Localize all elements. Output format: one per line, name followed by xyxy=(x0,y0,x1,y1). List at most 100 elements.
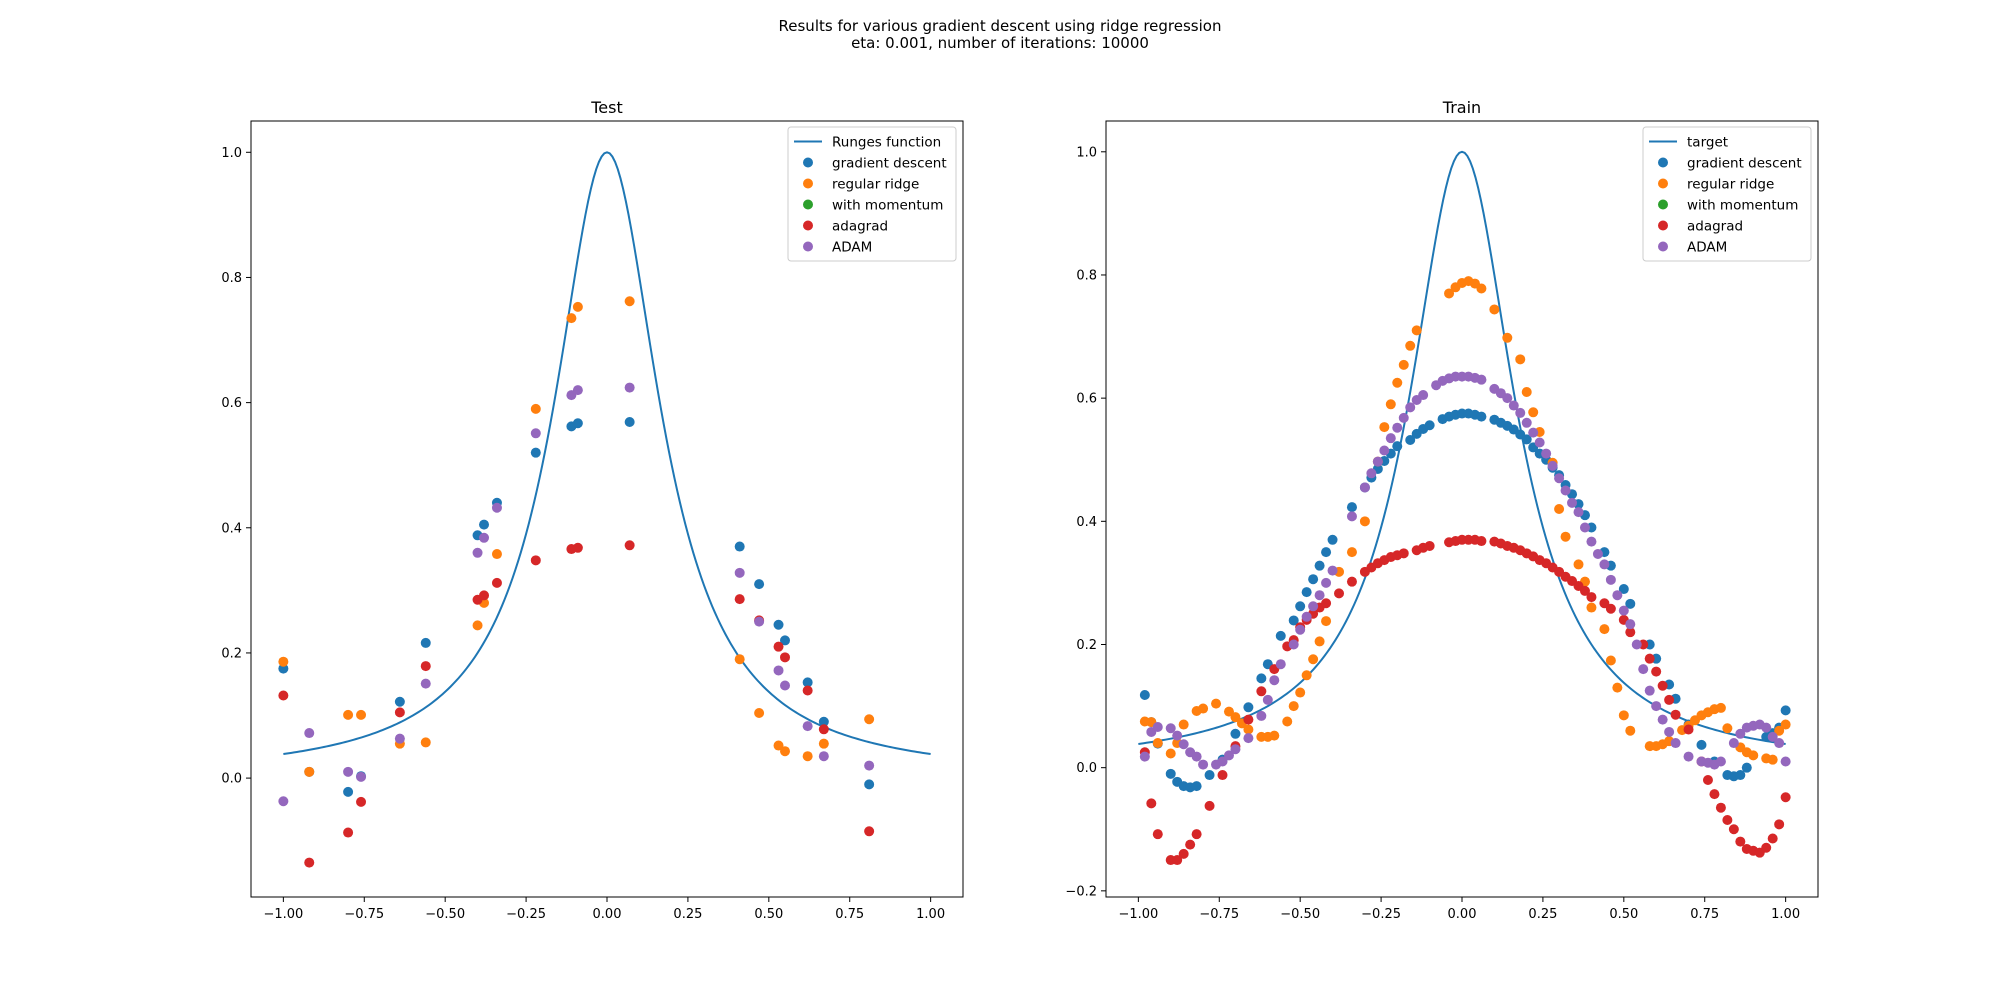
data-point xyxy=(1664,694,1675,705)
test-chart: Test −1.00 −0.75 −0.50 −0.25 0.00 0.25 0.50 0.75… xyxy=(221,98,964,922)
x-tick-label: −0.50 xyxy=(1280,907,1320,922)
data-point xyxy=(864,826,875,837)
data-point xyxy=(1541,448,1552,459)
data-point xyxy=(278,690,289,701)
data-point xyxy=(1528,427,1539,438)
x-tick-label: −0.75 xyxy=(344,907,384,922)
data-point xyxy=(1379,445,1390,456)
data-point xyxy=(773,641,784,652)
data-point xyxy=(1515,407,1526,418)
data-point xyxy=(1728,738,1739,749)
data-point xyxy=(394,733,405,744)
data-point xyxy=(1211,698,1222,709)
data-point xyxy=(734,654,745,665)
data-point xyxy=(1599,624,1610,635)
legend-label: adagrad xyxy=(1687,219,1743,235)
y-tick-label: 0.4 xyxy=(1076,515,1097,530)
x-tick-label: 0.75 xyxy=(835,907,864,922)
data-point xyxy=(1599,559,1610,570)
data-point xyxy=(1230,744,1241,755)
data-point xyxy=(1269,730,1280,741)
data-point xyxy=(1295,687,1306,698)
data-point xyxy=(1657,680,1668,691)
data-point xyxy=(1534,437,1545,448)
data-point xyxy=(1748,750,1759,761)
legend-label: regular ridge xyxy=(832,177,919,193)
data-point xyxy=(1476,536,1487,547)
data-point xyxy=(343,786,354,797)
data-point xyxy=(1217,770,1228,781)
series-adagrad xyxy=(278,540,875,868)
legend-label: Runges function xyxy=(832,135,941,151)
data-point xyxy=(1191,751,1202,762)
data-point xyxy=(1152,738,1163,749)
data-point xyxy=(304,857,315,868)
data-point xyxy=(1722,723,1733,734)
x-tick-label: 0.00 xyxy=(1448,907,1477,922)
y-tick-label: −0.2 xyxy=(1065,884,1097,899)
data-point xyxy=(491,549,502,560)
data-point xyxy=(1592,548,1603,559)
data-point xyxy=(1521,417,1532,428)
axes-title: Train xyxy=(1442,98,1481,117)
data-point xyxy=(802,721,813,732)
legend: target gradient descent regular ridge with … xyxy=(1642,126,1812,262)
data-point xyxy=(1599,598,1610,609)
data-point xyxy=(1295,601,1306,612)
legend-label: ADAM xyxy=(832,240,872,256)
data-point xyxy=(420,637,431,648)
y-tick-label: 0.0 xyxy=(221,772,242,787)
x-tick-label: 1.00 xyxy=(1771,907,1800,922)
data-point xyxy=(1152,722,1163,733)
data-point xyxy=(1288,615,1299,626)
data-point xyxy=(278,663,289,674)
data-point xyxy=(1644,653,1655,664)
data-point xyxy=(1735,728,1746,739)
data-point xyxy=(1301,611,1312,622)
data-point xyxy=(1670,738,1681,749)
data-point xyxy=(479,590,490,601)
y-tick-label: 0.2 xyxy=(221,646,242,661)
data-point xyxy=(1767,731,1778,742)
data-point xyxy=(1172,730,1183,741)
data-point xyxy=(1392,377,1403,388)
x-tick-label: 0.25 xyxy=(1528,907,1557,922)
data-point xyxy=(1359,482,1370,493)
data-point xyxy=(1327,565,1338,576)
legend-marker xyxy=(1658,157,1668,168)
data-point xyxy=(1346,576,1357,587)
data-point xyxy=(1625,627,1636,638)
legend-marker xyxy=(803,220,813,231)
series-adam xyxy=(1139,371,1791,770)
data-point xyxy=(1722,815,1733,826)
data-point xyxy=(1165,768,1176,779)
data-point xyxy=(1321,598,1332,609)
data-point xyxy=(1489,304,1500,315)
data-point xyxy=(1217,756,1228,767)
data-point xyxy=(780,746,790,757)
data-point xyxy=(1586,592,1597,603)
data-point xyxy=(624,296,635,307)
data-point xyxy=(1774,738,1785,749)
data-point xyxy=(1644,685,1655,696)
data-point xyxy=(1444,288,1455,299)
data-point xyxy=(1715,802,1726,813)
data-point xyxy=(530,428,541,439)
data-point xyxy=(1612,682,1623,693)
legend-label: with momentum xyxy=(1687,198,1798,214)
data-point xyxy=(1554,504,1565,514)
data-point xyxy=(1418,390,1429,401)
data-point xyxy=(818,751,829,762)
legend-box xyxy=(787,126,957,262)
data-point xyxy=(1651,701,1662,712)
data-point xyxy=(1657,714,1668,725)
data-point xyxy=(1366,468,1377,479)
data-point xyxy=(1165,748,1176,759)
data-point xyxy=(1398,412,1409,423)
data-point xyxy=(1392,441,1403,452)
data-point xyxy=(1243,733,1254,744)
legend-label: regular ridge xyxy=(1687,177,1774,193)
x-tick-label: 1.00 xyxy=(916,907,945,922)
data-point xyxy=(780,652,790,663)
data-point xyxy=(1204,800,1215,811)
